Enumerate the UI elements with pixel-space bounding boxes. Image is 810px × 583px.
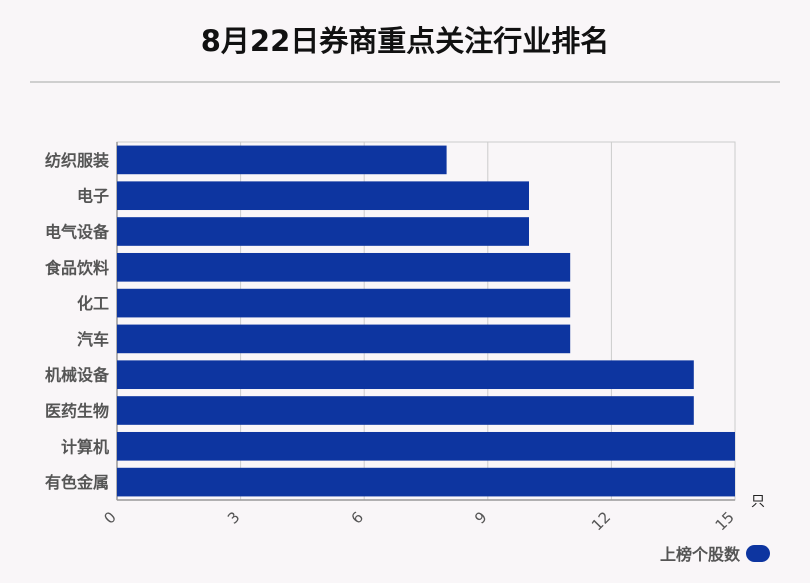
y-category-label: 电子 bbox=[77, 187, 109, 206]
bar bbox=[117, 252, 571, 282]
legend-swatch bbox=[746, 544, 770, 562]
x-unit-label: 只 bbox=[751, 494, 765, 510]
x-tick-label: 15 bbox=[712, 508, 738, 534]
bar bbox=[117, 145, 447, 175]
y-category-label: 机械设备 bbox=[45, 366, 110, 385]
y-category-label: 有色金属 bbox=[45, 473, 109, 492]
x-tick-label: 0 bbox=[100, 508, 119, 527]
bar bbox=[117, 467, 735, 497]
legend-label: 上榜个股数 bbox=[659, 545, 740, 564]
y-category-label: 化工 bbox=[77, 294, 109, 313]
bar bbox=[117, 396, 694, 425]
chart-title: 8月22日券商重点关注行业排名 bbox=[200, 24, 610, 58]
y-category-label: 医药生物 bbox=[45, 402, 109, 421]
bar bbox=[117, 181, 529, 211]
x-tick-label: 9 bbox=[471, 508, 490, 527]
y-category-label: 纺织服装 bbox=[45, 151, 109, 170]
bar bbox=[117, 431, 735, 461]
bar bbox=[117, 288, 571, 318]
y-category-label: 计算机 bbox=[61, 437, 109, 456]
x-tick-label: 3 bbox=[224, 508, 243, 527]
legend: 上榜个股数 bbox=[660, 541, 770, 565]
x-tick-label: 12 bbox=[588, 508, 614, 534]
title-divider bbox=[30, 81, 780, 83]
bar bbox=[117, 360, 694, 390]
bar bbox=[117, 217, 529, 246]
y-category-label: 电气设备 bbox=[45, 223, 110, 242]
y-category-label: 汽车 bbox=[77, 330, 109, 349]
bar bbox=[117, 324, 571, 354]
y-category-label: 食品饮料 bbox=[44, 258, 109, 277]
x-tick-label: 6 bbox=[348, 508, 367, 527]
